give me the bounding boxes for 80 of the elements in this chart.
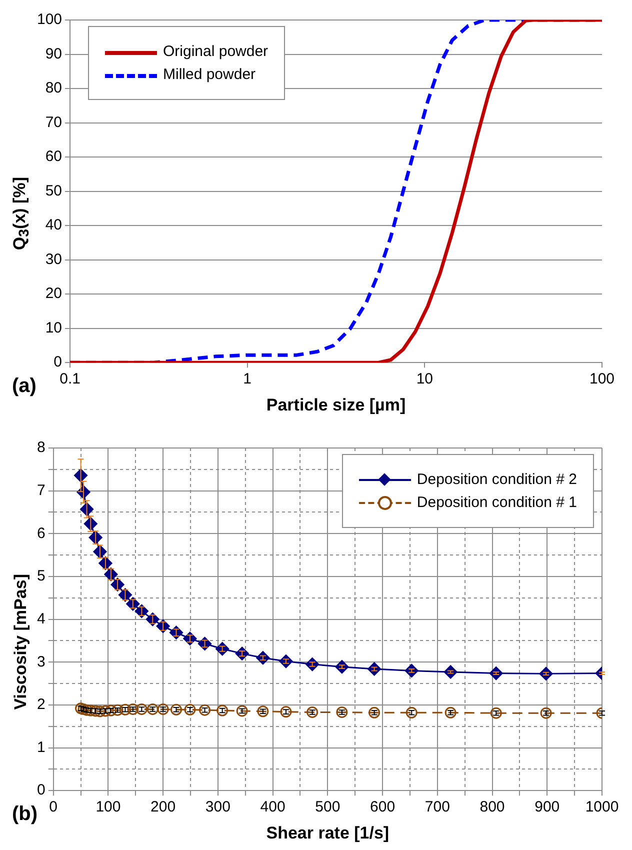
y-tick-label: 40: [45, 216, 62, 234]
point: [119, 704, 131, 716]
y-tick-label: 1: [37, 738, 46, 756]
x-tick-label: 500: [315, 798, 340, 816]
y-tick-label: 6: [37, 524, 46, 542]
point: [134, 604, 148, 618]
y-tick-label: 5: [37, 568, 46, 585]
y-tick-label: 4: [37, 610, 46, 628]
x-tick-label: 600: [370, 798, 396, 816]
point: [75, 702, 87, 714]
x-axis-title: Shear rate [1/s]: [266, 823, 390, 842]
point: [146, 703, 158, 715]
x-tick-label: 900: [534, 798, 560, 816]
y-tick-label: 30: [45, 250, 62, 268]
legend-label: Deposition condition # 1: [416, 494, 577, 511]
point: [406, 706, 418, 718]
point: [126, 597, 140, 611]
x-axis-title: Particle size [µm]: [266, 395, 406, 414]
point: [199, 704, 211, 716]
y-tick-label: 20: [45, 285, 62, 302]
y-tick-label: 7: [37, 482, 46, 499]
y-tick-label: 100: [36, 11, 62, 28]
point: [540, 707, 552, 719]
point: [256, 651, 270, 665]
y-tick-label: 0: [37, 782, 46, 799]
y-tick-label: 80: [45, 80, 62, 97]
point: [336, 706, 348, 718]
point: [490, 707, 502, 719]
point: [78, 703, 90, 715]
point: [170, 704, 182, 716]
x-tick-label: 400: [260, 798, 286, 816]
point: [184, 704, 196, 716]
x-tick-label: 800: [480, 798, 505, 816]
point: [169, 626, 183, 640]
point: [157, 703, 169, 715]
point: [279, 654, 293, 668]
point: [236, 705, 248, 717]
point: [306, 706, 318, 718]
x-tick-label: 200: [150, 798, 176, 816]
point: [127, 703, 139, 715]
point: [136, 703, 148, 715]
y-axis-title: Viscosity [mPas]: [11, 574, 31, 710]
point: [105, 704, 117, 716]
x-tick-label: 1: [243, 370, 252, 388]
y-tick-label: 60: [45, 148, 62, 166]
y-tick-label: 0: [54, 354, 62, 371]
point: [306, 658, 320, 672]
x-tick-label: 100: [96, 798, 121, 816]
x-tick-label: 300: [205, 798, 230, 816]
point: [235, 646, 249, 660]
legend-label: Deposition condition # 2: [416, 471, 577, 488]
x-tick-label: 100: [589, 370, 615, 388]
text: (b): [12, 803, 38, 826]
point: [183, 632, 197, 646]
legend-label: Milled powder: [163, 66, 256, 83]
point: [94, 706, 106, 718]
x-tick-label: 1000: [585, 798, 619, 816]
y-tick-label: 50: [45, 182, 62, 200]
point: [257, 706, 269, 718]
y-tick-label: 10: [45, 319, 62, 336]
point: [146, 612, 160, 626]
point: [368, 706, 380, 718]
x-tick-label: 10: [416, 370, 434, 388]
y-tick-label: 2: [37, 696, 46, 714]
y-tick-label: 70: [45, 114, 62, 131]
point: [216, 704, 228, 716]
x-tick-label: 0.1: [60, 370, 80, 388]
x-tick-label: 700: [424, 798, 450, 816]
point: [156, 619, 170, 633]
y-tick-label: 8: [37, 439, 46, 456]
legend-label: Original powder: [163, 43, 268, 60]
point: [100, 705, 112, 717]
text: (a): [12, 375, 36, 398]
point: [198, 636, 212, 650]
point: [216, 642, 230, 656]
y-tick-label: 90: [45, 45, 62, 62]
y-tick-label: 3: [37, 653, 46, 670]
point: [112, 704, 124, 716]
point: [444, 706, 456, 718]
point: [280, 706, 292, 718]
